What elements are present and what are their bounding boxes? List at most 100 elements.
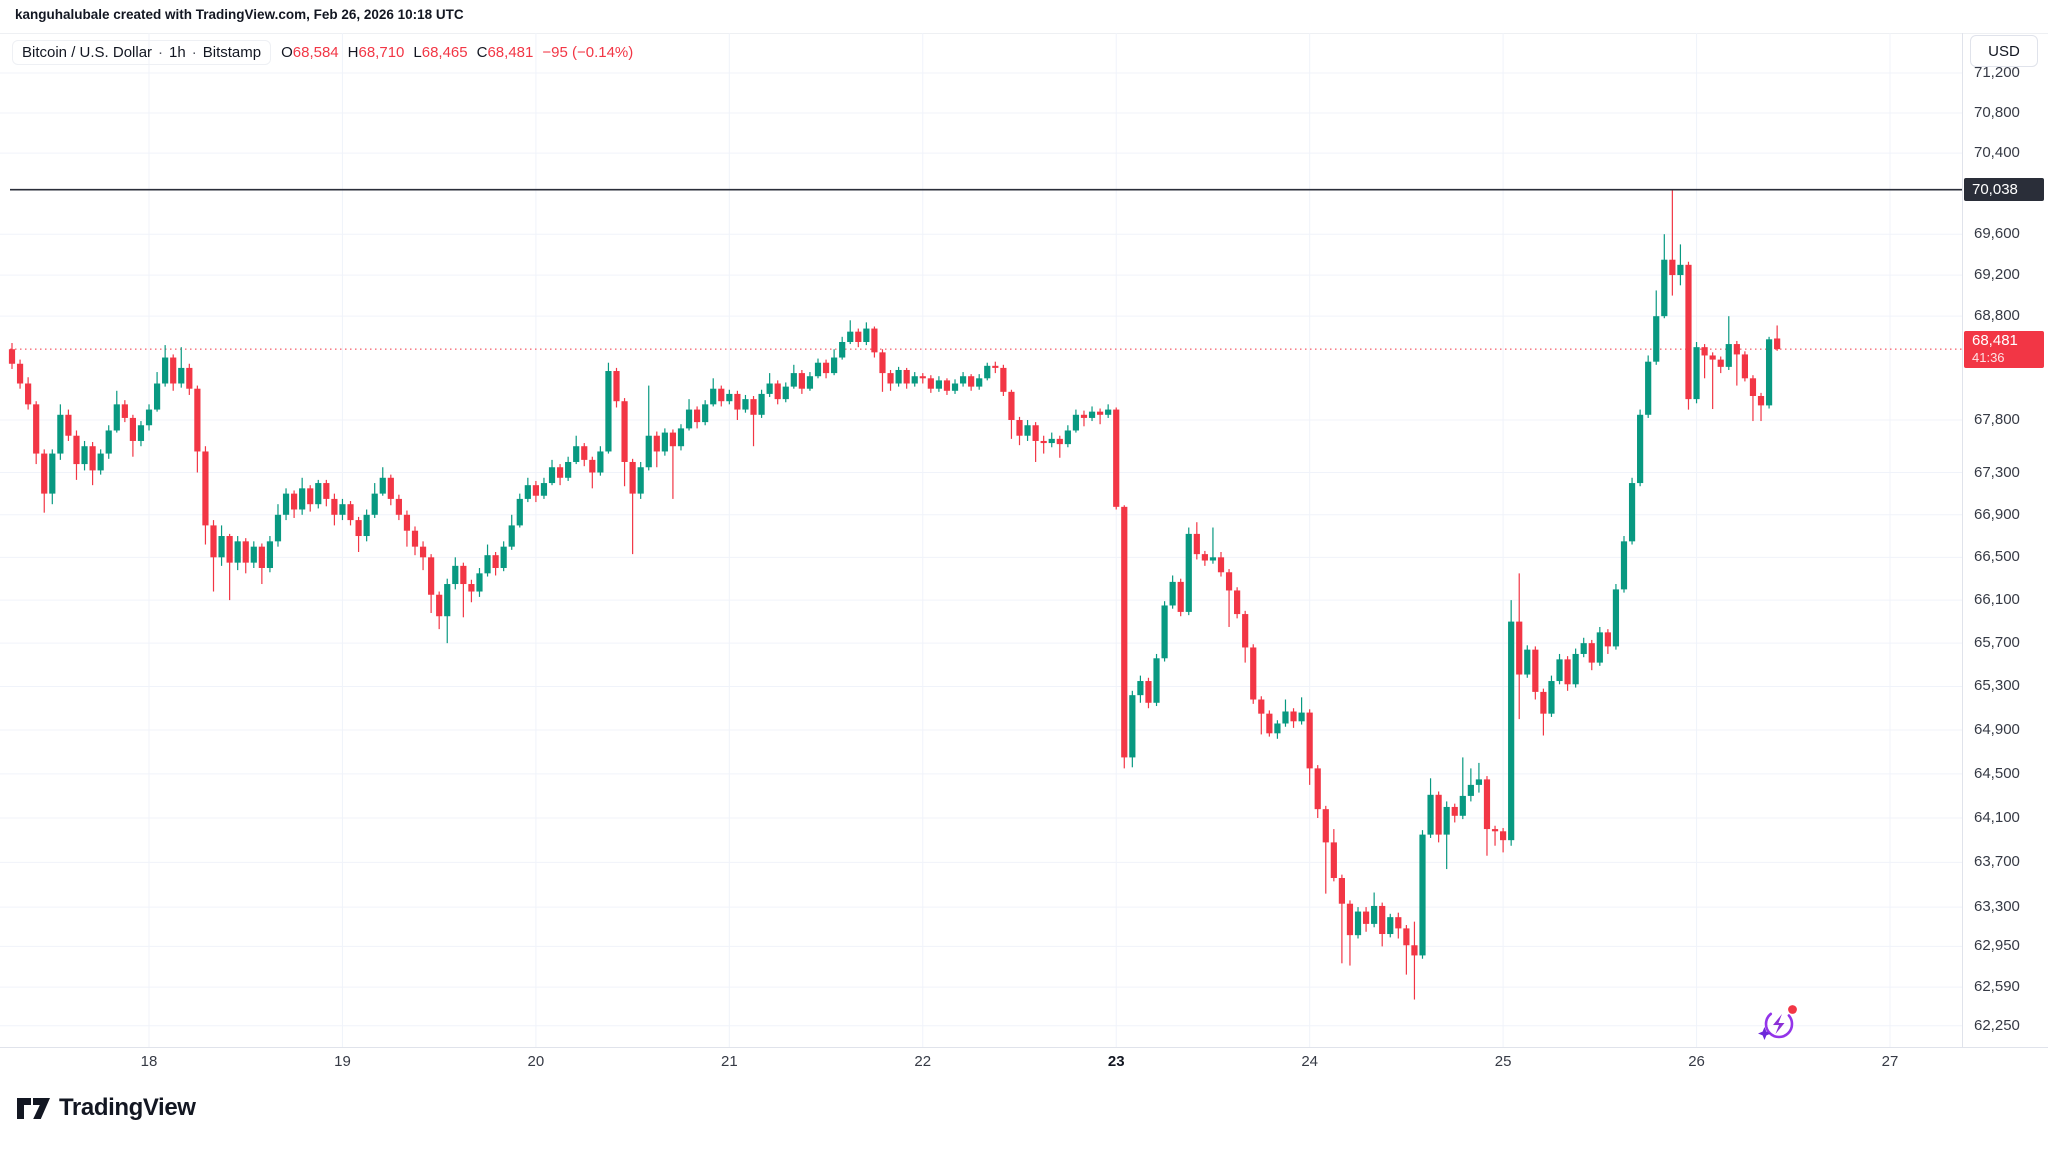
time-axis-label: 24 (1301, 1053, 1318, 1070)
price-axis-label: 69,200 (1974, 266, 2020, 284)
exchange-label[interactable]: Bitstamp (202, 44, 262, 61)
candle-body (299, 488, 306, 510)
candle-body (524, 485, 531, 499)
price-axis-label: 63,700 (1974, 853, 2020, 871)
price-axis-label: 66,500 (1974, 548, 2020, 566)
candle-body (1193, 533, 1200, 555)
candle-body (653, 435, 660, 452)
candle-body (1677, 264, 1684, 276)
candle-body (1620, 541, 1628, 590)
candle-body (581, 446, 588, 460)
candle-body (774, 383, 781, 400)
price-axis-label: 71,200 (1974, 64, 2020, 81)
candle-body (121, 404, 128, 418)
price-axis-label: 62,250 (1974, 1016, 2020, 1034)
candle-body (1201, 554, 1208, 561)
candle-body (170, 357, 177, 384)
candle-body (436, 594, 443, 617)
candle-body (16, 363, 24, 384)
candle-body (153, 383, 161, 410)
time-axis-label: 23 (1107, 1053, 1125, 1070)
candle-body (1161, 605, 1168, 659)
candle-body (419, 546, 427, 558)
candle-body (1105, 409, 1112, 415)
symbol-title-group[interactable]: Bitcoin / U.S. Dollar · 1h · Bitstamp (12, 40, 272, 65)
candle-body (1508, 621, 1515, 841)
candle-body (1556, 659, 1563, 682)
candle-body (1217, 557, 1225, 573)
candle-body (1000, 367, 1007, 392)
candle-body (49, 453, 56, 494)
candle-body (274, 514, 282, 542)
candle-body (645, 435, 652, 468)
candle-body (976, 378, 983, 387)
candle-body (1532, 649, 1539, 692)
tradingview-logo-text: TradingView (59, 1094, 196, 1121)
candle-body (1588, 643, 1595, 663)
candle-body (210, 525, 217, 558)
candle-body (726, 393, 733, 402)
candle-body (1467, 784, 1474, 796)
ai-assistant-icon[interactable] (1756, 1002, 1804, 1046)
candle-body (710, 388, 717, 405)
candle-body (1475, 779, 1483, 785)
candle-body (677, 428, 685, 447)
candle-body (81, 446, 88, 465)
candle-body (798, 373, 805, 389)
candle-body (1274, 723, 1281, 734)
time-axis-label: 20 (527, 1053, 545, 1070)
candle-body (1379, 905, 1386, 935)
time-axis-label: 25 (1494, 1053, 1512, 1070)
candle-body (1354, 911, 1362, 936)
candle-body (8, 349, 16, 364)
candle-body (758, 393, 765, 415)
candle-body (218, 536, 225, 558)
candle-body (694, 409, 701, 423)
notification-dot (1788, 1005, 1797, 1014)
currency-toggle-button[interactable]: USD (1970, 35, 2038, 67)
candle-body (1121, 506, 1128, 758)
symbol-legend: Bitcoin / U.S. Dollar · 1h · Bitstamp O6… (12, 40, 633, 65)
candle-body (573, 446, 580, 462)
candle-body (1306, 712, 1313, 769)
candle-body (113, 404, 120, 431)
candle-body (540, 483, 548, 496)
candle-body (1395, 917, 1402, 929)
candle-body (1225, 572, 1233, 591)
price-axis-border (1962, 33, 1963, 1047)
candle-body (25, 383, 32, 405)
candle-body (790, 373, 797, 387)
candle-body (41, 453, 48, 494)
candle-body (1516, 621, 1523, 675)
candle-body (919, 376, 926, 379)
candle-body (452, 565, 459, 585)
bar-countdown: 41:36 (1972, 350, 2005, 366)
current-price-value: 68,481 (1972, 332, 2018, 350)
symbol-name[interactable]: Bitcoin / U.S. Dollar (22, 44, 153, 61)
candle-body (1362, 911, 1370, 924)
time-axis-label: 27 (1881, 1053, 1899, 1070)
candle-body (1725, 344, 1732, 367)
candle-body (428, 557, 435, 595)
candle-body (33, 404, 40, 454)
candle-body (1774, 338, 1781, 350)
candle-body (1741, 354, 1748, 379)
tradingview-logo-icon (17, 1097, 50, 1119)
candle-body (291, 493, 298, 510)
candle-body (1298, 712, 1305, 722)
candle-body (1330, 842, 1337, 879)
candle-body (1669, 259, 1676, 276)
candle-body (943, 380, 951, 391)
candle-body (145, 409, 153, 426)
candle-body (1765, 339, 1773, 406)
candle-body (315, 483, 322, 505)
attribution-text: kanguhalubale created with TradingView.c… (15, 7, 464, 22)
price-axis-label: 70,800 (1974, 103, 2020, 121)
candle-body (1113, 409, 1120, 507)
tradingview-logo[interactable]: TradingView (16, 1094, 196, 1122)
interval-label[interactable]: 1h (169, 44, 186, 61)
candle-body (1387, 917, 1394, 935)
candle-body (226, 536, 233, 563)
